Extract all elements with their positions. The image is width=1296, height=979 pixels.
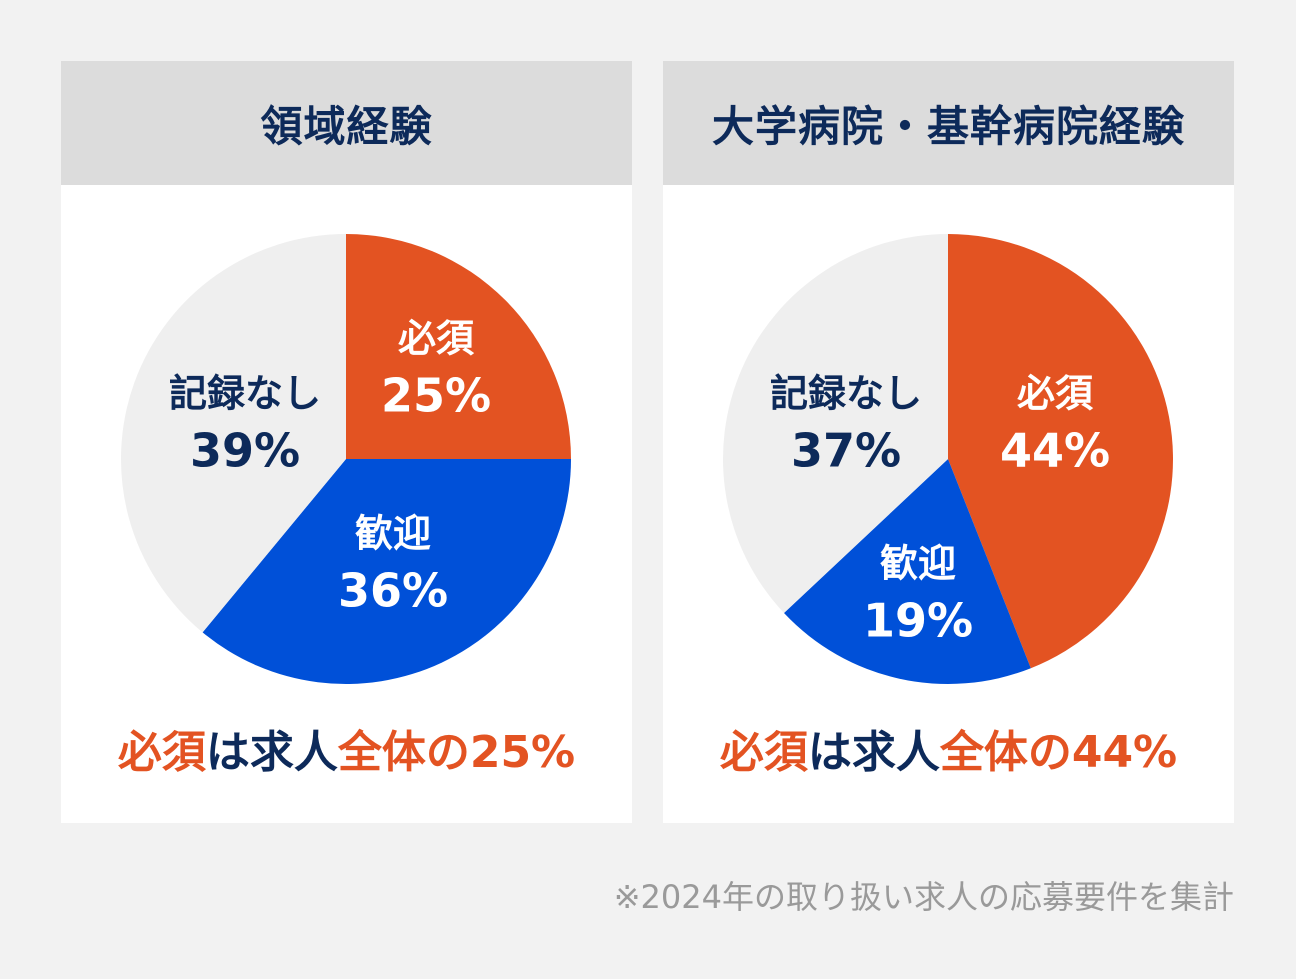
chart-card-hospital-experience: 大学病院・基幹病院経験 必須 44% 歓迎 19% 記録なし 37% 必須は求人全体の… (663, 61, 1234, 823)
pie-chart (723, 233, 1174, 684)
pie-slice-none (723, 233, 948, 614)
pie-slice-required (948, 234, 1174, 669)
slice-label-required: 必須 25% (380, 316, 492, 423)
slice-label-welcome: 歓迎 19% (862, 541, 974, 648)
summary-text: 必須は求人全体の44% (719, 727, 1178, 778)
slice-label-welcome: 歓迎 36% (337, 511, 449, 618)
footnote: ※2024年の取り扱い求人の応募要件を集計 (613, 878, 1234, 916)
pie-slice-welcome (202, 459, 572, 684)
slice-label-none: 記録なし 39% (168, 371, 322, 478)
pie-slice-welcome (783, 459, 1031, 684)
slice-label-required: 必須 44% (999, 371, 1111, 478)
chart-title: 領域経験 (61, 61, 632, 185)
chart-card-domain-experience: 領域経験 必須 25% 歓迎 36% 記録なし 39% 必須は求人全体の25% (61, 61, 632, 823)
pie-slice-none (121, 234, 346, 633)
chart-title: 大学病院・基幹病院経験 (663, 61, 1234, 185)
slice-label-none: 記録なし 37% (769, 371, 923, 478)
pie-slice-required (346, 234, 571, 459)
summary-text: 必須は求人全体の25% (117, 727, 576, 778)
pie-chart (121, 234, 572, 684)
